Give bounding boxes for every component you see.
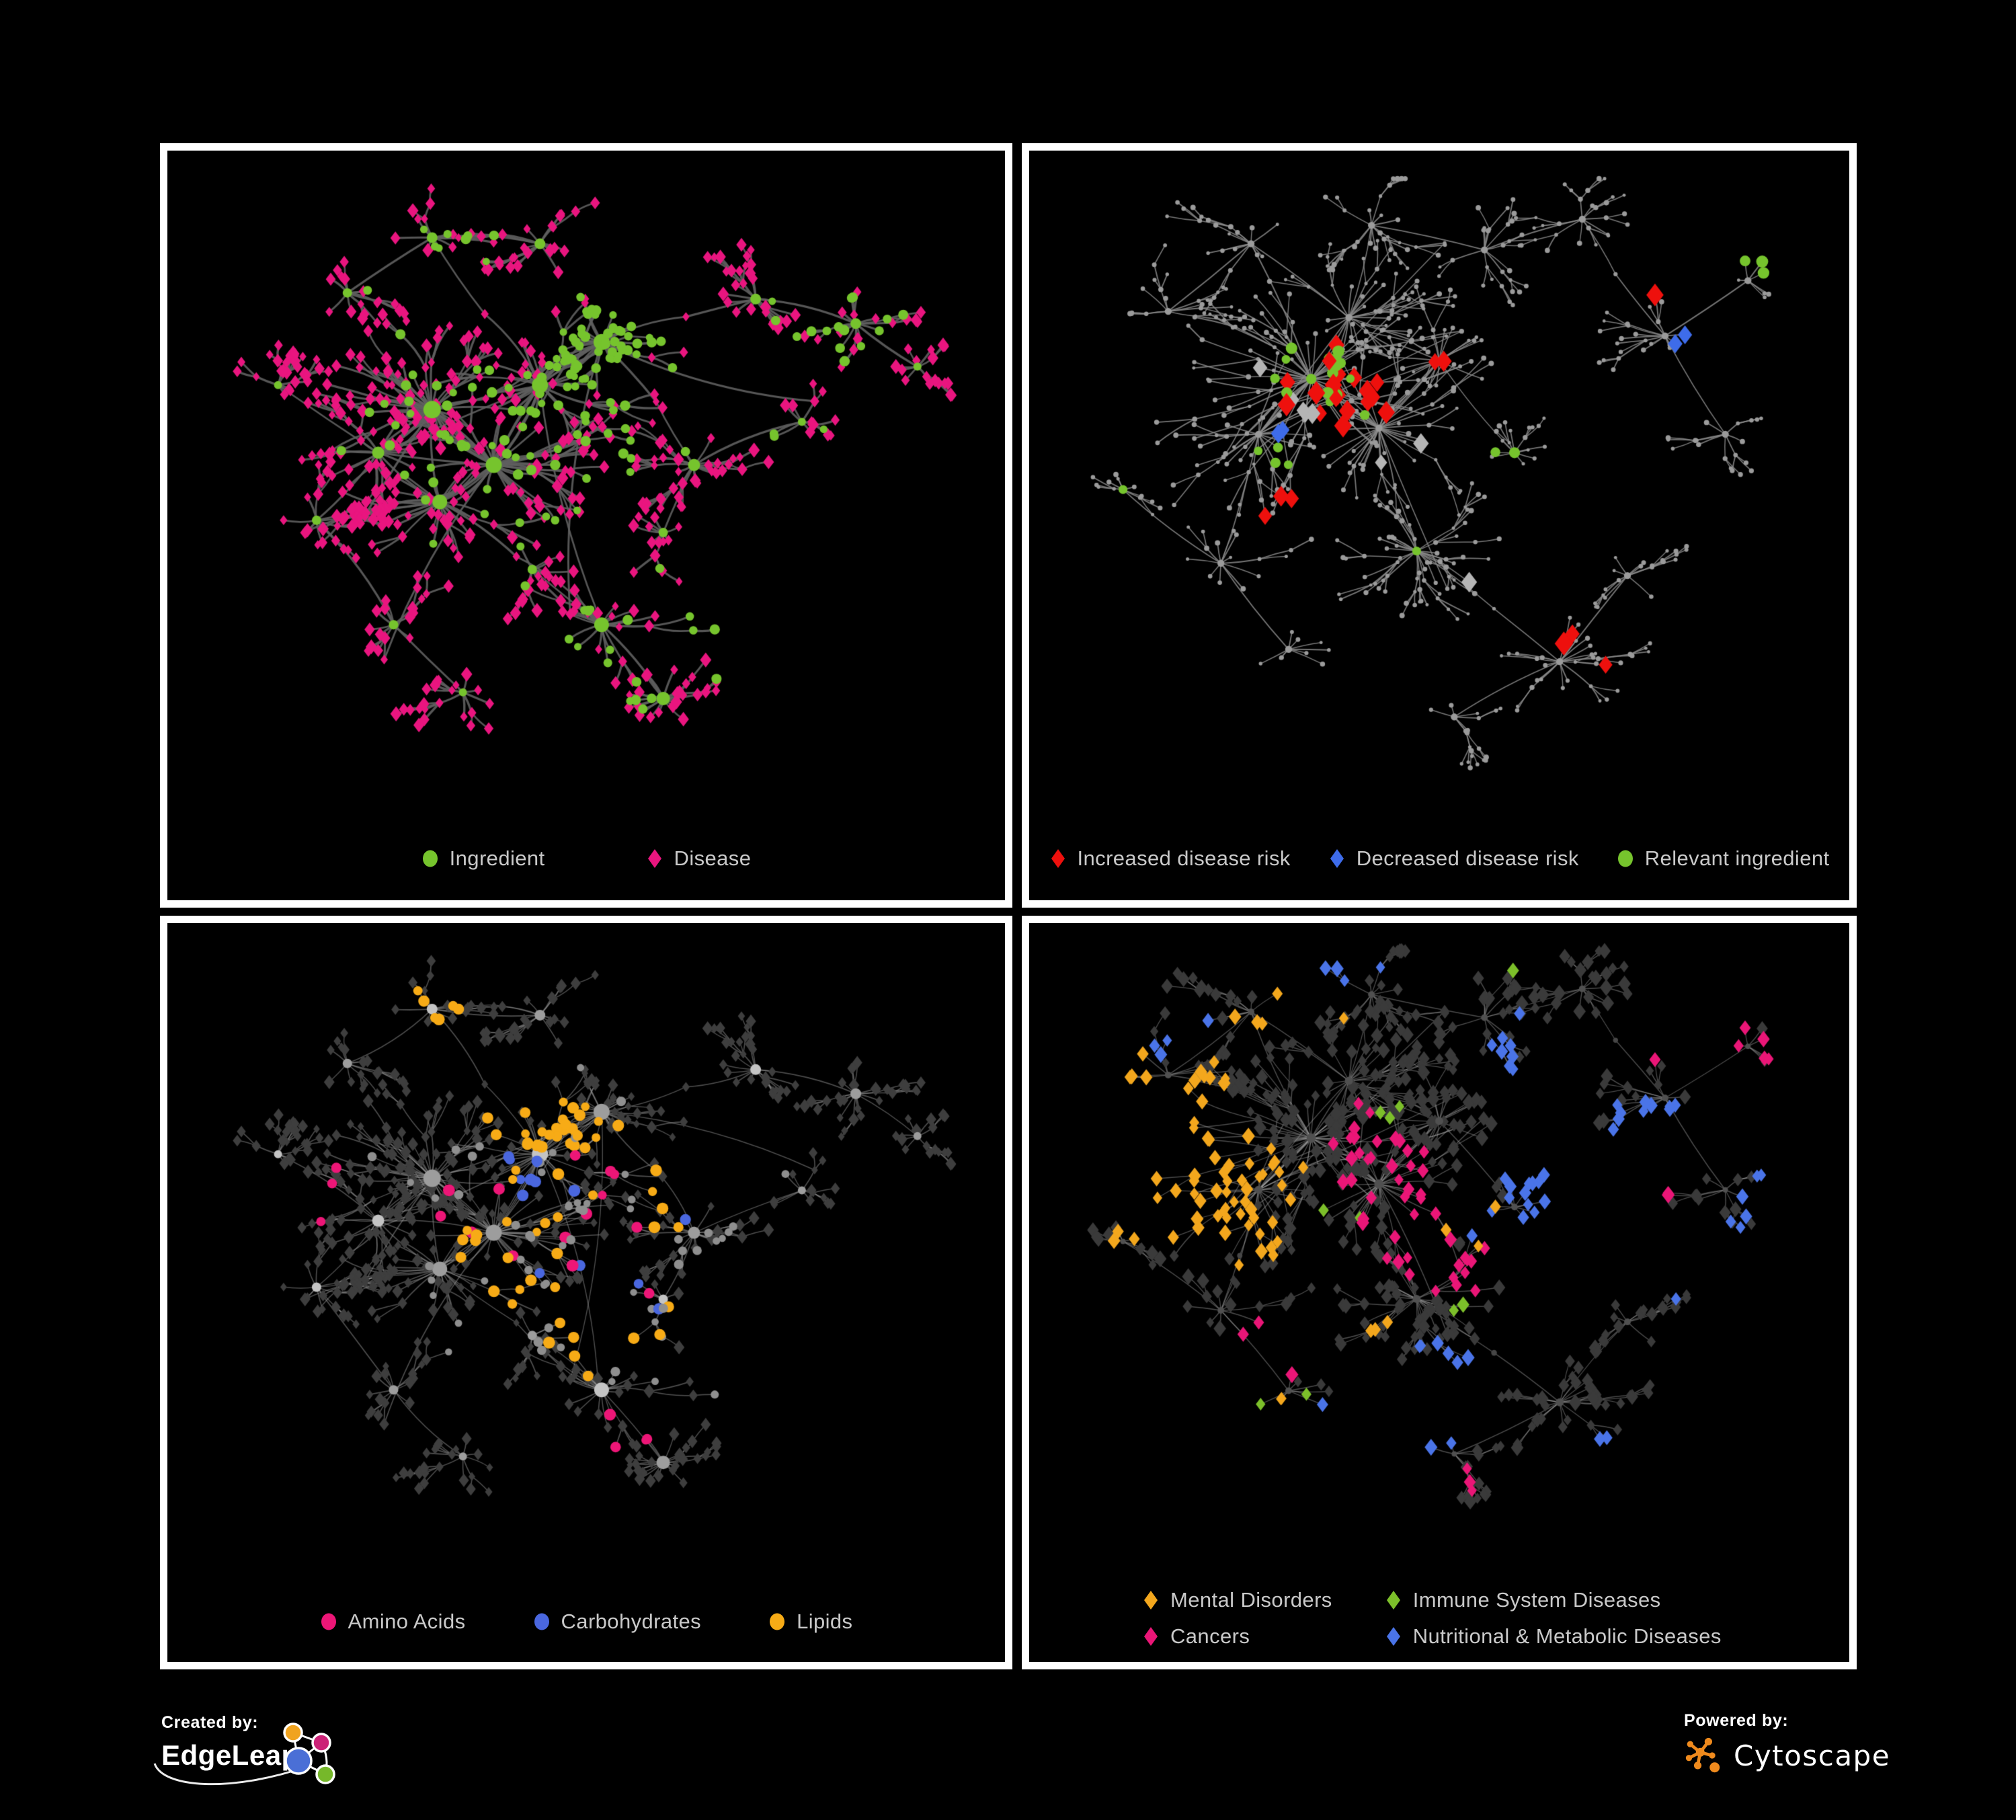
legend-marker-circle (321, 1613, 336, 1630)
legend-marker-diamond (1144, 1591, 1158, 1610)
legend-item: Disease (646, 846, 752, 871)
legend-marker-circle (770, 1613, 785, 1630)
legend-item: Cancers (1142, 1624, 1332, 1649)
legend-item: Decreased disease risk (1328, 846, 1579, 871)
edgeleap-swoosh (153, 1763, 309, 1786)
panel-ingredient-disease: Ingredient Disease (160, 143, 1012, 908)
legend-label: Amino Acids (348, 1610, 466, 1633)
network-canvas-nutrient-classes (167, 923, 1005, 1579)
legend-label: Decreased disease risk (1356, 846, 1579, 870)
legend-label: Mental Disorders (1170, 1588, 1332, 1612)
legend-item: Increased disease risk (1049, 846, 1291, 871)
legend-item: Mental Disorders (1142, 1588, 1332, 1612)
cytoscape-network-icon (1685, 1737, 1720, 1773)
legend-label: Nutritional & Metabolic Diseases (1412, 1624, 1722, 1648)
panel-nutrient-classes: Amino Acids Carbohydrates Lipids (160, 916, 1012, 1669)
edgeleap-network-icon (283, 1723, 335, 1784)
network-canvas-disease-categories (1029, 923, 1849, 1548)
edgeleap-wordmark: EdgeLeap (161, 1739, 299, 1771)
legend-nutrient-classes: Amino Acids Carbohydrates Lipids (167, 1610, 1005, 1634)
legend-item: Ingredient (421, 846, 545, 871)
legend-item: Carbohydrates (533, 1610, 702, 1634)
panel-disease-risk: Increased disease risk Decreased disease … (1022, 143, 1857, 908)
legend-item: Immune System Diseases (1385, 1588, 1722, 1612)
legend-marker-diamond (1144, 1627, 1158, 1646)
powered-by-label: Powered by: (1684, 1711, 1789, 1730)
cytoscape-logo: Cytoscape (1684, 1736, 1890, 1775)
network-canvas-disease-risk (1029, 151, 1849, 816)
legend-marker-diamond (647, 849, 661, 868)
legend-item: Nutritional & Metabolic Diseases (1385, 1624, 1722, 1649)
legend-marker-circle (422, 850, 438, 867)
panel-disease-categories: Mental Disorders Immune System Diseases Ca… (1022, 916, 1857, 1669)
legend-marker-circle (1617, 850, 1633, 867)
cytoscape-credit: Powered by: Cytoscape (1684, 1711, 1890, 1775)
network-canvas-ingredient-disease (167, 151, 1005, 816)
created-by-label: Created by: (161, 1713, 259, 1732)
legend-ingredient-disease: Ingredient Disease (167, 846, 1005, 871)
legend-label: Disease (674, 846, 752, 870)
legend-label: Ingredient (449, 846, 545, 870)
legend-label: Carbohydrates (561, 1610, 702, 1633)
legend-label: Cancers (1170, 1624, 1250, 1648)
legend-item: Amino Acids (320, 1610, 466, 1634)
legend-disease-risk: Increased disease risk Decreased disease … (1029, 846, 1849, 871)
legend-label: Increased disease risk (1077, 846, 1291, 870)
legend-marker-diamond (1386, 1627, 1400, 1646)
legend-item: Relevant ingredient (1617, 846, 1830, 871)
edgeleap-credit: Created by: EdgeLeap (153, 1713, 376, 1793)
legend-marker-diamond (1386, 1591, 1400, 1610)
legend-label: Immune System Diseases (1412, 1588, 1661, 1612)
legend-label: Relevant ingredient (1644, 846, 1830, 870)
legend-label: Lipids (797, 1610, 853, 1633)
legend-marker-diamond (1051, 849, 1065, 868)
legend-marker-diamond (1330, 849, 1344, 868)
edgeleap-logo: EdgeLeap (153, 1723, 376, 1793)
legend-item: Lipids (768, 1610, 852, 1634)
cytoscape-wordmark: Cytoscape (1734, 1739, 1891, 1772)
legend-disease-categories: Mental Disorders Immune System Diseases Ca… (1029, 1588, 1849, 1649)
legend-marker-circle (534, 1613, 549, 1630)
